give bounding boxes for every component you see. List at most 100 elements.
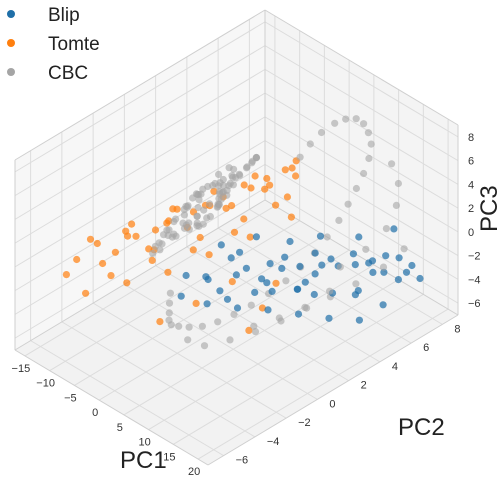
point-cbc	[394, 179, 402, 188]
point-cbc	[203, 214, 211, 222]
point-cbc	[367, 140, 375, 148]
point-blip	[327, 255, 335, 263]
point-blip	[311, 249, 319, 257]
box-edge	[14, 349, 209, 466]
box-edge	[264, 9, 459, 126]
x-tick-label: 20	[188, 466, 200, 478]
legend: Blip Tomte CBC	[7, 5, 100, 84]
point-cbc	[364, 129, 372, 137]
z-gridline	[14, 68, 266, 220]
y-gridline	[92, 302, 287, 419]
point-cbc	[180, 211, 188, 219]
z-gridline	[264, 21, 459, 138]
point-tomte	[261, 185, 269, 193]
point-cbc	[200, 342, 209, 350]
point-cbc	[306, 140, 314, 148]
point-cbc	[165, 299, 174, 307]
point-cbc	[193, 219, 201, 227]
point-tomte	[222, 204, 230, 212]
z-tick-label: −2	[468, 251, 481, 263]
legend-label-cbc: CBC	[48, 63, 88, 84]
point-cbc	[379, 263, 388, 271]
point-cbc	[296, 153, 304, 161]
point-tomte	[82, 289, 90, 297]
point-tomte	[189, 246, 197, 254]
x-tick-label: −5	[64, 392, 77, 404]
point-cbc	[194, 204, 202, 212]
point-blip	[379, 301, 387, 309]
point-cbc	[335, 216, 343, 224]
point-tomte	[123, 279, 131, 287]
point-blip	[395, 254, 403, 262]
y-tick-label: 4	[392, 361, 398, 373]
z-gridline	[264, 187, 459, 304]
point-tomte	[205, 251, 213, 259]
point-blip	[217, 241, 225, 249]
axes-panes	[15, 10, 458, 465]
point-blip	[286, 237, 294, 246]
y-gridline	[249, 208, 443, 325]
point-tomte	[99, 259, 107, 268]
point-tomte	[245, 326, 253, 334]
point-blip	[382, 252, 390, 260]
z-tick-label: −6	[468, 298, 481, 310]
box-edge	[264, 199, 459, 316]
x-gridline	[173, 293, 424, 445]
point-tomte	[163, 219, 171, 227]
point-cbc	[172, 215, 180, 223]
point-tomte	[266, 181, 274, 189]
scatter-points	[62, 115, 424, 350]
point-cbc	[362, 245, 370, 253]
y-tick-label: 8	[454, 323, 460, 335]
point-blip	[318, 261, 326, 269]
point-blip	[177, 292, 185, 300]
point-tomte	[73, 255, 81, 264]
point-cbc	[200, 206, 208, 214]
point-blip	[294, 310, 303, 318]
z-gridline	[14, 21, 266, 173]
point-tomte	[164, 268, 172, 276]
point-blip	[394, 276, 402, 284]
point-tomte	[122, 227, 130, 235]
point-tomte	[263, 174, 271, 183]
point-cbc	[352, 115, 360, 123]
x-tick-label: 5	[117, 422, 123, 434]
point-cbc	[219, 175, 227, 184]
point-tomte	[128, 220, 136, 228]
point-cbc	[166, 289, 174, 297]
point-blip	[293, 285, 301, 293]
x-tick-label: −15	[12, 363, 31, 375]
z-axis-label: PC3	[476, 185, 503, 232]
point-cbc	[199, 185, 207, 193]
point-blip	[236, 248, 244, 256]
x-tick-label: 0	[92, 407, 98, 419]
point-cbc	[215, 170, 223, 178]
point-blip	[369, 268, 377, 276]
point-tomte	[192, 299, 200, 307]
point-cbc	[170, 230, 178, 238]
point-cbc	[228, 172, 236, 180]
point-tomte	[156, 318, 164, 326]
point-tomte	[287, 213, 295, 221]
left-wall-pane	[15, 10, 265, 350]
point-cbc	[250, 322, 258, 330]
floor-pane	[15, 200, 458, 465]
point-tomte	[228, 202, 236, 210]
legend-marker-cbc	[7, 68, 15, 76]
z-tick-label: −4	[468, 274, 481, 286]
point-tomte	[247, 184, 255, 192]
x-tick-label: −10	[36, 378, 55, 390]
point-tomte	[281, 166, 289, 174]
y-axis-label: PC2	[398, 414, 445, 441]
box-edge	[14, 9, 266, 161]
point-cbc	[251, 328, 260, 336]
point-cbc	[192, 190, 200, 198]
point-cbc	[182, 202, 190, 210]
x-gridline	[74, 234, 325, 386]
x-tick-label: 15	[163, 451, 175, 463]
point-cbc	[247, 301, 255, 309]
point-cbc	[193, 212, 201, 220]
point-cbc	[184, 336, 192, 344]
point-cbc	[163, 226, 171, 234]
box-edge	[14, 199, 266, 351]
